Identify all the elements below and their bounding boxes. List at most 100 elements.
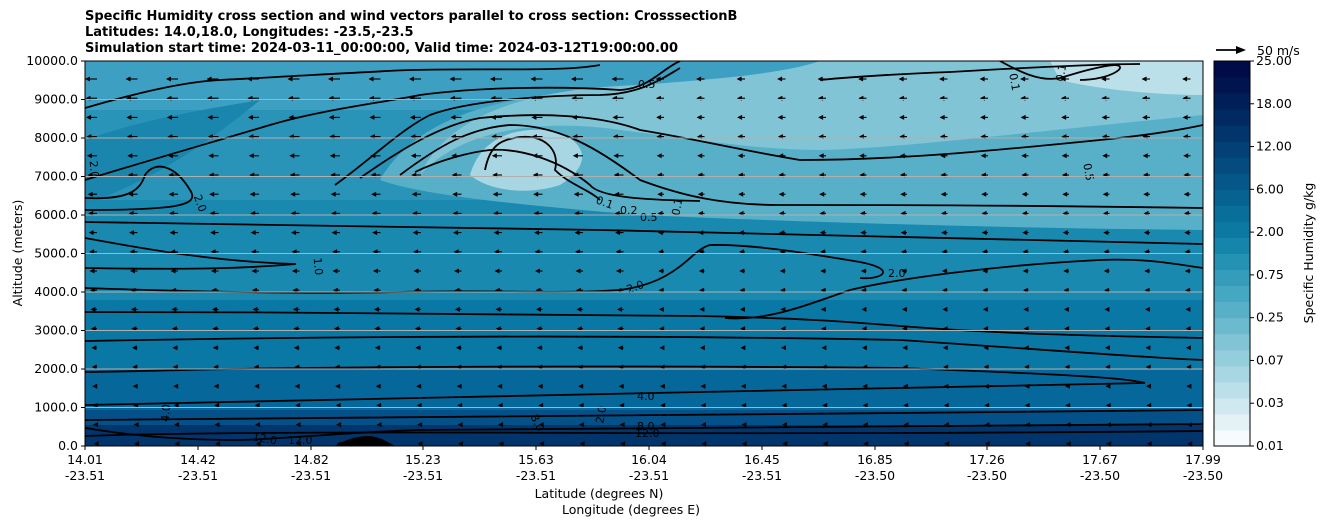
- wind-arrow: [1103, 268, 1109, 274]
- wind-arrow: [618, 364, 624, 370]
- wind-arrow: [1145, 326, 1151, 332]
- grid-lines: [85, 99, 1203, 408]
- wind-arrow: [611, 76, 617, 82]
- wind-arrow: [333, 326, 339, 332]
- wind-arrow: [1144, 287, 1150, 293]
- wind-arrow: [939, 76, 945, 82]
- wind-arrow: [1184, 230, 1190, 236]
- wind-arrow: [942, 326, 948, 332]
- wind-arrow: [172, 364, 178, 370]
- wind-arrow: [701, 441, 707, 446]
- wind-arrow: [456, 383, 462, 389]
- colorbar-swatch: [1214, 61, 1250, 78]
- colorbar-swatch: [1214, 333, 1250, 351]
- colorbar-swatch: [1214, 205, 1250, 222]
- wind-arrow: [982, 268, 988, 274]
- colorbar-tick-label: 25.00: [1256, 53, 1292, 68]
- wind-arrow: [294, 364, 300, 370]
- wind-arrow: [293, 345, 299, 351]
- wind-arrow: [740, 345, 746, 351]
- wind-arrow: [777, 76, 783, 82]
- wind-arrow: [208, 153, 214, 159]
- colorbar-swatch: [1214, 141, 1250, 158]
- colorbar-swatch: [1214, 77, 1250, 94]
- wind-arrow: [1145, 345, 1151, 351]
- wind-arrow: [1104, 345, 1110, 351]
- wind-arrow: [1023, 345, 1029, 351]
- wind-arrow: [495, 306, 501, 312]
- x-tick-label-lon: -23.51: [742, 468, 782, 483]
- wind-arrow: [577, 364, 583, 370]
- wind-arrow: [248, 153, 254, 159]
- wind-arrow: [984, 422, 990, 428]
- contour-line: [85, 335, 1203, 361]
- wind-arrow: [613, 153, 619, 159]
- wind-arrow: [211, 268, 216, 274]
- wind-arrow: [741, 441, 747, 446]
- wind-arrow: [532, 153, 538, 159]
- wind-arrow: [571, 114, 577, 120]
- wind-arrow: [417, 441, 423, 446]
- wind-reference-arrow-icon: [1236, 46, 1246, 54]
- contour-line: [85, 430, 1203, 437]
- wind-arrow: [1101, 114, 1107, 120]
- wind-arrow: [494, 268, 500, 274]
- wind-arrow: [290, 191, 296, 197]
- wind-arrow: [92, 402, 98, 408]
- y-tick-label: 9000.0: [34, 92, 78, 107]
- wind-arrow: [215, 441, 221, 446]
- wind-arrow: [942, 287, 948, 293]
- wind-arrow: [1186, 422, 1192, 428]
- wind-arrow: [899, 114, 905, 120]
- wind-arrow: [903, 402, 909, 408]
- wind-arrow: [334, 345, 340, 351]
- contour-label: 0.5: [640, 211, 658, 224]
- wind-arrow: [452, 191, 458, 197]
- wind-arrow: [126, 114, 132, 120]
- wind-arrow: [983, 364, 989, 370]
- wind-arrow: [1021, 153, 1027, 159]
- chart-title-line-1: Specific Humidity cross section and wind…: [85, 9, 738, 24]
- wind-arrow: [821, 345, 827, 351]
- wind-arrow: [1064, 326, 1070, 332]
- contour-line: [819, 63, 1141, 81]
- wind-arrow: [819, 191, 825, 197]
- wind-arrow: [1185, 326, 1191, 332]
- wind-arrow: [740, 326, 746, 332]
- contour-label: 12.0: [288, 434, 313, 447]
- colorbar-swatch: [1214, 125, 1250, 142]
- wind-arrow: [1185, 287, 1191, 293]
- wind-arrow: [415, 345, 421, 351]
- wind-arrow: [457, 422, 463, 428]
- wind-arrow: [1144, 306, 1150, 312]
- wind-arrow: [696, 114, 702, 120]
- wind-arrow: [903, 441, 909, 446]
- wind-arrow: [818, 114, 824, 120]
- wind-arrow: [1144, 268, 1150, 274]
- wind-arrow: [901, 287, 907, 293]
- wind-arrow: [417, 422, 423, 428]
- wind-arrow: [782, 441, 788, 446]
- wind-arrow: [861, 306, 867, 312]
- wind-arrow: [943, 422, 949, 428]
- wind-arrow: [368, 76, 374, 82]
- wind-arrow: [1025, 441, 1031, 446]
- contour-line: [85, 409, 1203, 421]
- wind-arrow: [579, 441, 585, 446]
- x-tick-label-lon: -23.50: [967, 468, 1007, 483]
- wind-arrow: [295, 402, 301, 408]
- wind-arrow: [1062, 191, 1068, 197]
- colorbar-tick-label: 0.07: [1256, 352, 1284, 367]
- contour-label: 4.0: [159, 404, 173, 423]
- x-tick-label-lon: -23.51: [291, 468, 331, 483]
- wind-arrow: [617, 326, 623, 332]
- wind-arrow: [780, 345, 786, 351]
- wind-arrow: [740, 383, 746, 389]
- wind-arrow: [659, 326, 665, 332]
- wind-arrow: [497, 402, 503, 408]
- wind-arrow: [249, 191, 255, 197]
- contour-labels: 0.5 0.1 0.1 0.5 0.1 0.2 0.5 0.1 2.0 1.0 …: [87, 63, 1097, 447]
- wind-arrow: [656, 153, 662, 159]
- colorbar-swatch: [1214, 237, 1250, 254]
